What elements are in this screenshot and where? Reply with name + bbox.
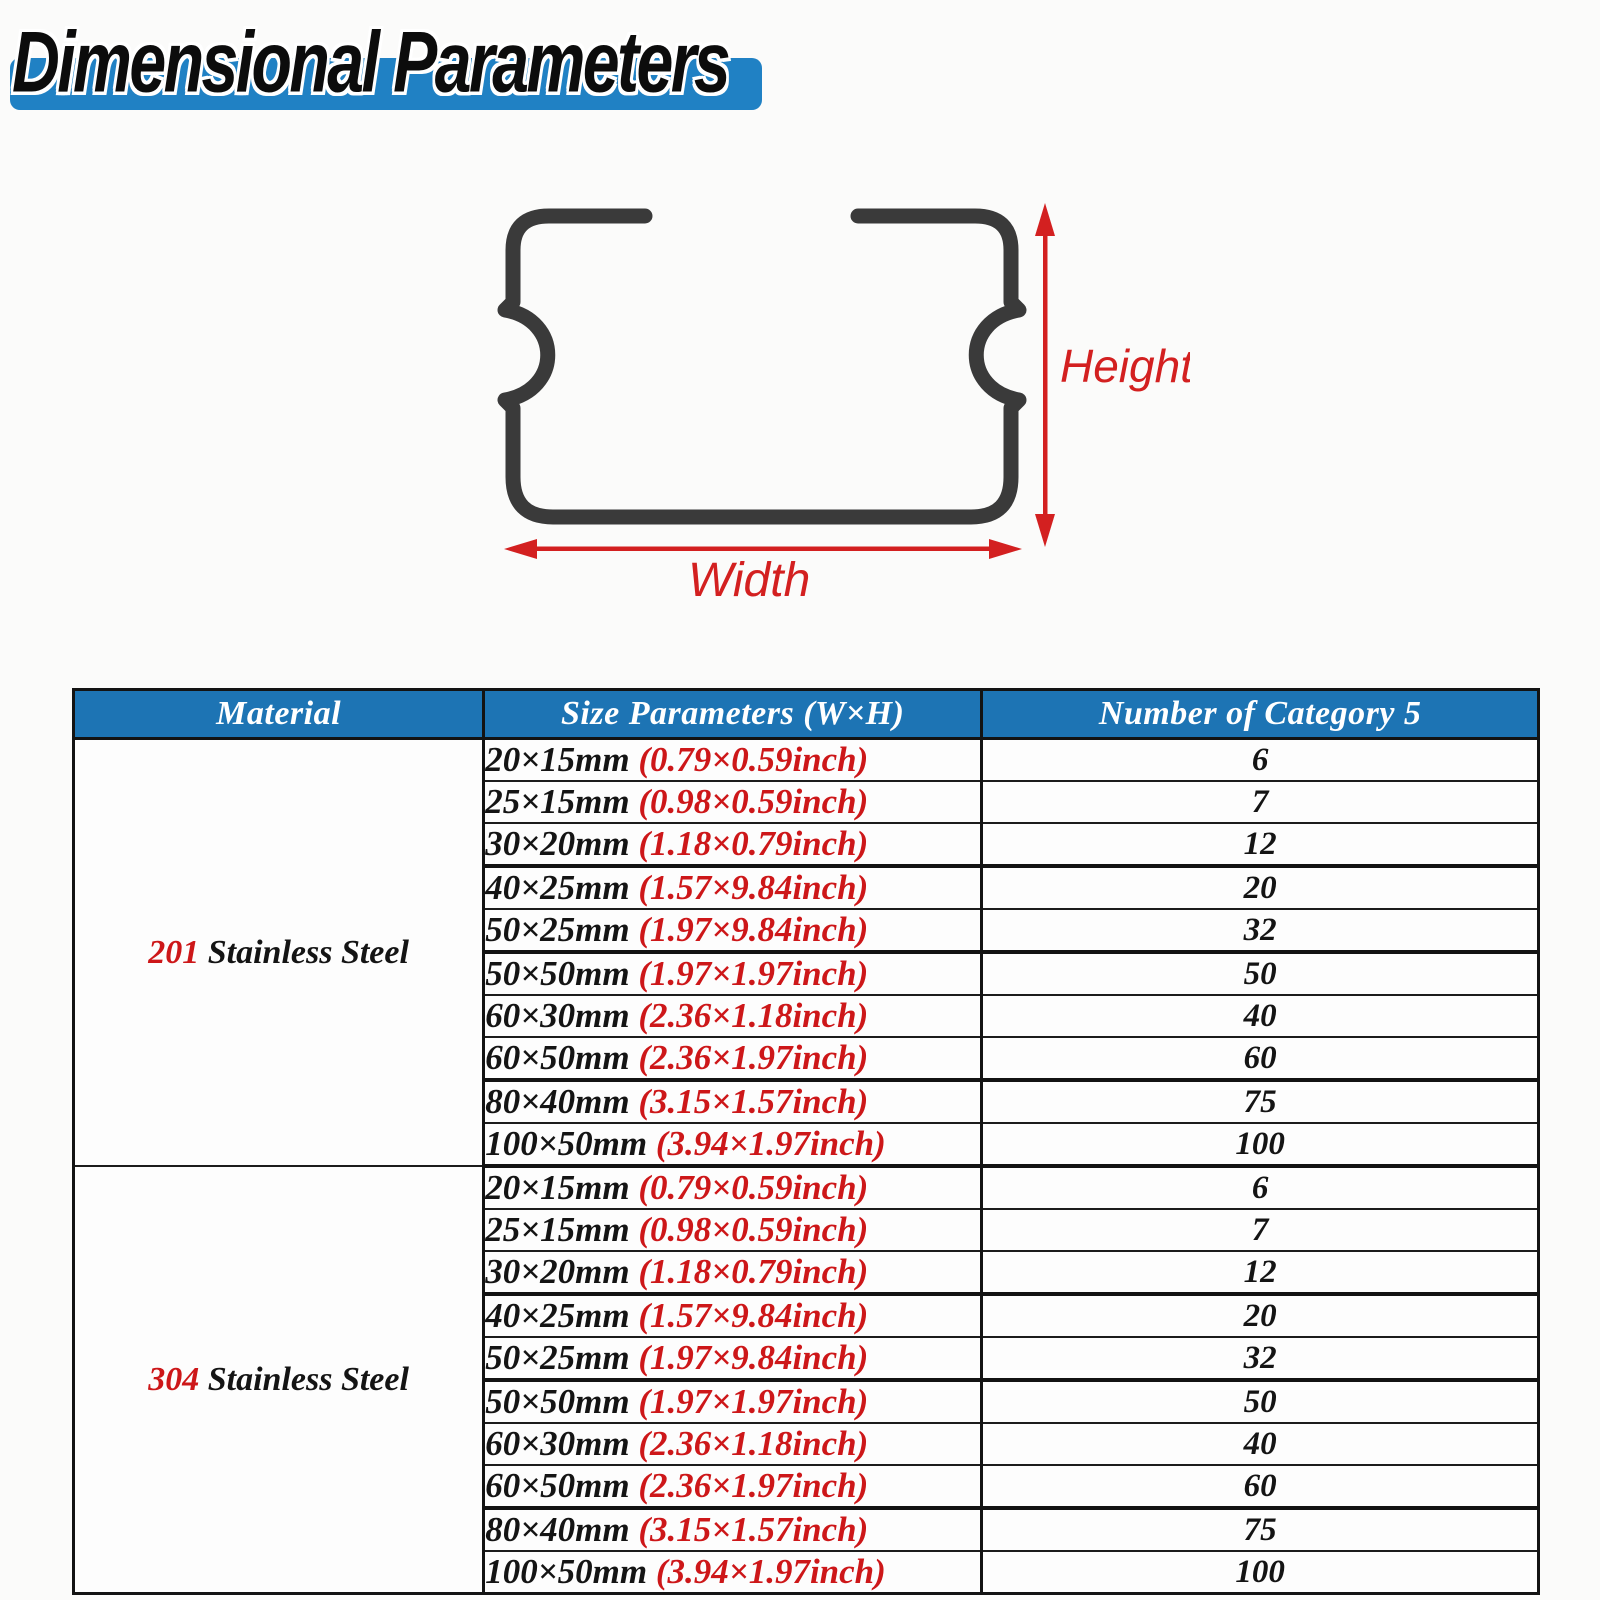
count-cell: 50 xyxy=(980,951,1540,996)
height-label: Height xyxy=(1060,340,1190,392)
material-number: 304 xyxy=(148,1360,200,1398)
size-cell: 20×15mm (0.79×0.59inch) xyxy=(482,1165,984,1210)
table-header-row: Material Size Parameters (W×H) Number of… xyxy=(71,688,1540,740)
size-cell: 60×30mm (2.36×1.18inch) xyxy=(482,994,984,1038)
table-row: 40×25mm (1.57×9.84inch) 20 xyxy=(74,1293,1540,1338)
table-row: 50×25mm (1.97×9.84inch) 32 xyxy=(74,1336,1540,1382)
count-cell: 6 xyxy=(980,737,1540,782)
table-row: 50×50mm (1.97×1.97inch) 50 xyxy=(74,951,1540,996)
table-row: 60×50mm (2.36×1.97inch) 60 xyxy=(74,1036,1540,1082)
size-cell: 40×25mm (1.57×9.84inch) xyxy=(482,1293,984,1338)
count-cell: 50 xyxy=(980,1379,1540,1424)
table-row: 80×40mm (3.15×1.57inch) 75 xyxy=(74,1079,1540,1124)
count-cell: 40 xyxy=(980,1422,1540,1466)
size-cell: 30×20mm (1.18×0.79inch) xyxy=(482,822,984,868)
size-cell: 50×25mm (1.97×9.84inch) xyxy=(482,1336,984,1382)
material-name: Stainless Steel xyxy=(207,933,409,971)
table-row: 40×25mm (1.57×9.84inch) 20 xyxy=(74,865,1540,910)
count-cell: 12 xyxy=(980,822,1540,868)
table-row: 25×15mm (0.98×0.59inch) 7 xyxy=(74,1208,1540,1252)
size-cell: 60×30mm (2.36×1.18inch) xyxy=(482,1422,984,1466)
table-row: 201 Stainless Steel 20×15mm (0.79×0.59in… xyxy=(71,737,1540,1167)
count-cell: 6 xyxy=(980,1165,1540,1210)
count-cell: 100 xyxy=(980,1122,1540,1168)
size-cell: 50×50mm (1.97×1.97inch) xyxy=(482,1379,984,1424)
size-cell: 60×50mm (2.36×1.97inch) xyxy=(482,1464,984,1510)
size-cell: 50×25mm (1.97×9.84inch) xyxy=(482,908,984,954)
count-cell: 100 xyxy=(980,1550,1540,1595)
count-cell: 75 xyxy=(980,1079,1540,1124)
table-row: 100×50mm (3.94×1.97inch) 100 xyxy=(74,1122,1540,1168)
header-size-parameters: Size Parameters (W×H) xyxy=(482,688,984,740)
size-cell: 100×50mm (3.94×1.97inch) xyxy=(482,1122,984,1168)
size-cell: 80×40mm (3.15×1.57inch) xyxy=(482,1507,984,1552)
header-material: Material xyxy=(71,688,486,740)
page-title: Dimensional Parameters xyxy=(12,14,731,111)
count-cell: 7 xyxy=(980,780,1540,824)
count-cell: 32 xyxy=(980,908,1540,954)
count-cell: 20 xyxy=(980,1293,1540,1338)
size-cell: 80×40mm (3.15×1.57inch) xyxy=(482,1079,984,1124)
table-row: 60×30mm (2.36×1.18inch) 40 xyxy=(74,1422,1540,1466)
table-row: 30×20mm (1.18×0.79inch) 12 xyxy=(74,1250,1540,1296)
size-cell: 25×15mm (0.98×0.59inch) xyxy=(482,1208,984,1252)
size-cell: 50×50mm (1.97×1.97inch) xyxy=(482,951,984,996)
material-cell-304: 304 Stainless Steel xyxy=(71,1165,486,1595)
count-cell: 60 xyxy=(980,1036,1540,1082)
size-cell: 25×15mm (0.98×0.59inch) xyxy=(482,780,984,824)
table-row: 25×15mm (0.98×0.59inch) 7 xyxy=(74,780,1540,824)
width-label: Width xyxy=(688,554,810,607)
count-cell: 20 xyxy=(980,865,1540,910)
header-number-category: Number of Category 5 xyxy=(980,688,1540,740)
table-row: 30×20mm (1.18×0.79inch) 12 xyxy=(74,822,1540,868)
count-cell: 7 xyxy=(980,1208,1540,1252)
page-header: Dimensional Parameters xyxy=(10,14,792,120)
table-row: 60×50mm (2.36×1.97inch) 60 xyxy=(74,1464,1540,1510)
channel-profile-diagram: Height Width xyxy=(497,203,1190,607)
height-arrow xyxy=(1035,203,1055,547)
count-cell: 40 xyxy=(980,994,1540,1038)
width-arrow xyxy=(504,539,1022,559)
size-cell: 100×50mm (3.94×1.97inch) xyxy=(482,1550,984,1595)
size-cell: 60×50mm (2.36×1.97inch) xyxy=(482,1036,984,1082)
table-row: 100×50mm (3.94×1.97inch) 100 xyxy=(74,1550,1540,1595)
material-name: Stainless Steel xyxy=(207,1360,409,1398)
size-cell: 30×20mm (1.18×0.79inch) xyxy=(482,1250,984,1296)
channel-outline xyxy=(497,208,1027,525)
title-highlight-bar xyxy=(10,58,762,110)
table-row: 60×30mm (2.36×1.18inch) 40 xyxy=(74,994,1540,1038)
count-cell: 60 xyxy=(980,1464,1540,1510)
table-row: 304 Stainless Steel 20×15mm (0.79×0.59in… xyxy=(71,1165,1540,1595)
size-cell: 20×15mm (0.79×0.59inch) xyxy=(482,737,984,782)
count-cell: 75 xyxy=(980,1507,1540,1552)
size-parameters-table: Material Size Parameters (W×H) Number of… xyxy=(71,688,1540,1595)
table-row: 50×25mm (1.97×9.84inch) 32 xyxy=(74,908,1540,954)
size-cell: 40×25mm (1.57×9.84inch) xyxy=(482,865,984,910)
material-cell-201: 201 Stainless Steel xyxy=(71,737,486,1167)
count-cell: 32 xyxy=(980,1336,1540,1382)
material-number: 201 xyxy=(148,933,200,971)
table-row: 80×40mm (3.15×1.57inch) 75 xyxy=(74,1507,1540,1552)
count-cell: 12 xyxy=(980,1250,1540,1296)
table-row: 50×50mm (1.97×1.97inch) 50 xyxy=(74,1379,1540,1424)
